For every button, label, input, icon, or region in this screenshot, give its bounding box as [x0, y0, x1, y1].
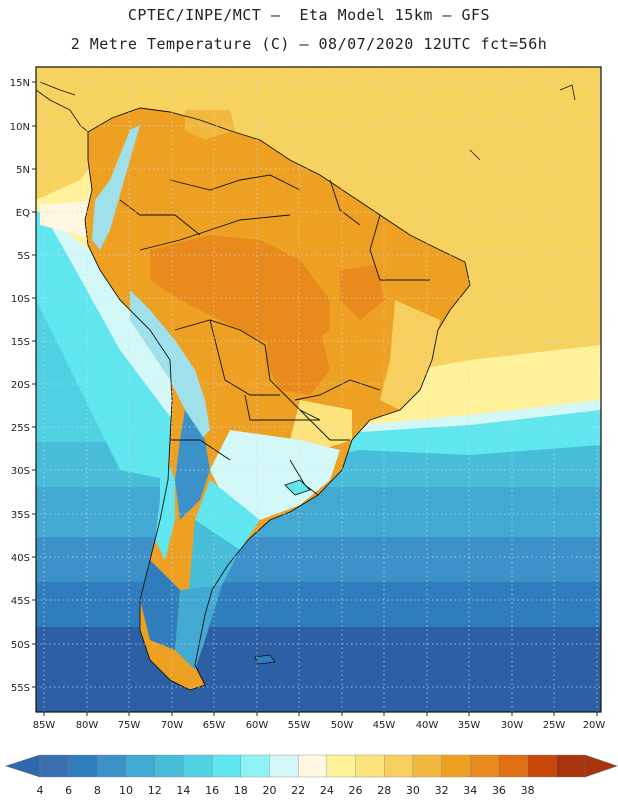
brazil-coast-warm [380, 300, 440, 410]
colorbar-swatch [39, 754, 70, 778]
colorbar: 4 6 8 10 12 14 16 18 20 22 24 26 28 30 32 34 36 38 [5, 754, 618, 797]
lat-label: EQ [16, 208, 30, 219]
lon-label: 80W [76, 720, 99, 731]
lat-label: 35S [11, 510, 30, 521]
colorbar-low-arrow [5, 754, 41, 778]
lat-label: 55S [11, 683, 30, 694]
colorbar-label: 26 [349, 784, 363, 797]
colorbar-swatch [527, 754, 557, 778]
lat-label: 5N [16, 165, 30, 176]
lon-label: 85W [33, 720, 56, 731]
lat-label: 15N [10, 78, 30, 89]
high-andes [175, 410, 210, 520]
axis-ticks [32, 81, 598, 716]
lat-label: 20S [11, 380, 30, 391]
colorbar-swatch [470, 754, 500, 778]
country-borders [84, 107, 471, 691]
colorbar-label: 20 [262, 784, 276, 797]
lat-label: 45S [11, 596, 30, 607]
lat-label: 15S [11, 337, 30, 348]
colorbar-swatch [97, 754, 127, 778]
colorbar-label: 22 [291, 784, 305, 797]
colorbar-label: 14 [176, 784, 190, 797]
colorbar-swatch [154, 754, 184, 778]
colorbar-swatch [269, 754, 299, 778]
hot-core-northeast [340, 265, 385, 320]
colorbar-swatch [355, 754, 385, 778]
colorbar-swatch [441, 754, 471, 778]
southern-andes-cold [140, 560, 180, 650]
lon-label: 20W [583, 720, 606, 731]
rio-de-la-plata [284, 479, 311, 496]
lon-label: 35W [458, 720, 481, 731]
colorbar-label: 24 [320, 784, 334, 797]
colorbar-label: 32 [435, 784, 449, 797]
temperature-field [36, 67, 601, 712]
lon-label: 65W [203, 720, 226, 731]
colorbar-swatch [412, 754, 443, 778]
colorbar-label: 30 [406, 784, 420, 797]
lon-label: 55W [288, 720, 311, 731]
patagonia-south [175, 585, 222, 670]
colorbar-swatch [384, 754, 414, 778]
colorbar-label: 38 [521, 784, 535, 797]
pampas-cool [210, 430, 340, 520]
colorbar-high-arrow [584, 754, 618, 778]
colorbar-label: 6 [65, 784, 72, 797]
colorbar-label: 34 [463, 784, 477, 797]
colorbar-label: 36 [492, 784, 506, 797]
colorbar-swatch [211, 754, 242, 778]
tropical-sea-west [36, 67, 200, 200]
lat-label: 25S [11, 423, 30, 434]
venezuela-warm [185, 110, 235, 140]
colorbar-swatch [125, 754, 156, 778]
colorbar-swatch [297, 754, 328, 778]
latitude-labels: 15N 10N 5N EQ 5S 10S 15S 20S 25S 30S 35S… [10, 78, 30, 694]
hot-core-amazon [150, 235, 330, 350]
lon-label: 40W [416, 720, 439, 731]
colorbar-label: 28 [377, 784, 391, 797]
lon-label: 50W [331, 720, 354, 731]
lon-label: 45W [373, 720, 396, 731]
equatorial-pacific-cool [40, 200, 100, 240]
lat-label: 10S [11, 294, 30, 305]
central-america-coast [36, 81, 576, 161]
map-frame [35, 66, 602, 713]
hot-core-pantanal [265, 330, 330, 395]
colorbar-swatch [498, 754, 529, 778]
lon-label: 60W [246, 720, 269, 731]
lat-label: 40S [11, 553, 30, 564]
lat-label: 5S [17, 251, 30, 262]
colorbar-swatch [556, 754, 586, 778]
colorbar-swatch [68, 754, 98, 778]
colorbar-label: 12 [148, 784, 162, 797]
northern-andes [92, 125, 140, 250]
lat-label: 10N [10, 122, 30, 133]
colorbar-swatch [183, 754, 213, 778]
map-title-line-2: 2 Metre Temperature (C) – 08/07/2020 12U… [70, 35, 548, 53]
lon-label: 70W [161, 720, 184, 731]
colorbar-label: 18 [234, 784, 248, 797]
chile-coast-cool [155, 440, 175, 560]
map-title-line-1: CPTEC/INPE/MCT – Eta Model 15km – GFS [127, 6, 491, 24]
colorbar-label: 16 [205, 784, 219, 797]
colorbar-label: 10 [119, 784, 133, 797]
colorbar-swatch [326, 754, 357, 778]
lon-label: 75W [118, 720, 141, 731]
lat-label: 50S [11, 640, 30, 651]
colorbar-label: 8 [94, 784, 101, 797]
colorbar-swatch [240, 754, 270, 778]
lon-label: 25W [543, 720, 566, 731]
longitude-labels: 85W 80W 75W 70W 65W 60W 55W 50W 45W 40W … [33, 720, 606, 731]
colorbar-label: 4 [37, 784, 44, 797]
lon-label: 30W [501, 720, 524, 731]
lat-label: 30S [11, 466, 30, 477]
